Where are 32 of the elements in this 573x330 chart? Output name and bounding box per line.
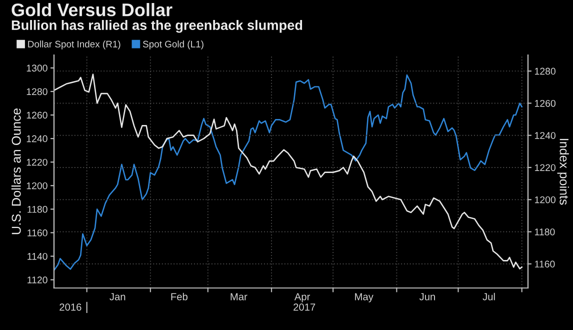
chart-title: Gold Versus Dollar: [12, 3, 172, 16]
chart-subtitle: Bullion has rallied as the greenback slumped: [12, 20, 302, 33]
legend-label: Dollar Spot Index (R1): [28, 40, 120, 50]
x-tick-label: Jul: [482, 292, 495, 300]
x2-tick-label: 2017: [294, 304, 316, 311]
y-tick-label: 1300: [26, 64, 48, 72]
y-tick-label: 1240: [26, 135, 48, 142]
x-tick-label: May: [355, 293, 374, 302]
y-tick-label: 1140: [28, 252, 48, 260]
x-tick-label: Apr: [294, 293, 310, 302]
y2-tick-label: 1240: [534, 132, 556, 139]
x-tick-label: Jan: [110, 293, 126, 300]
y-tick-label: 1220: [26, 158, 48, 166]
y2-tick-label: 1280: [534, 68, 556, 75]
x-tick-label: Mar: [230, 293, 248, 300]
y2-tick-label: 1220: [534, 164, 556, 172]
y2-tick-label: 1180: [534, 228, 555, 236]
y-axis-title: U.S. Dollars an Ounce: [11, 108, 21, 234]
x-tick-label: Jun: [419, 293, 435, 300]
y2-tick-label: 1260: [534, 100, 556, 107]
y-tick-label: 1200: [26, 182, 48, 190]
legend-label: Spot Gold (L1): [142, 40, 204, 50]
y-tick-label: 1160: [28, 229, 48, 236]
x-tick-label: Feb: [171, 292, 188, 300]
x2-tick-label: 2016: [60, 304, 82, 311]
y-tick-label: 1280: [26, 88, 48, 96]
y-tick-label: 1180: [28, 206, 48, 213]
y-tick-label: 1260: [26, 112, 48, 119]
y2-tick-label: 1160: [534, 260, 555, 268]
y-tick-label: 1120: [28, 276, 48, 284]
y2-axis-title: Index points: [557, 138, 569, 205]
y2-tick-label: 1200: [534, 196, 556, 204]
